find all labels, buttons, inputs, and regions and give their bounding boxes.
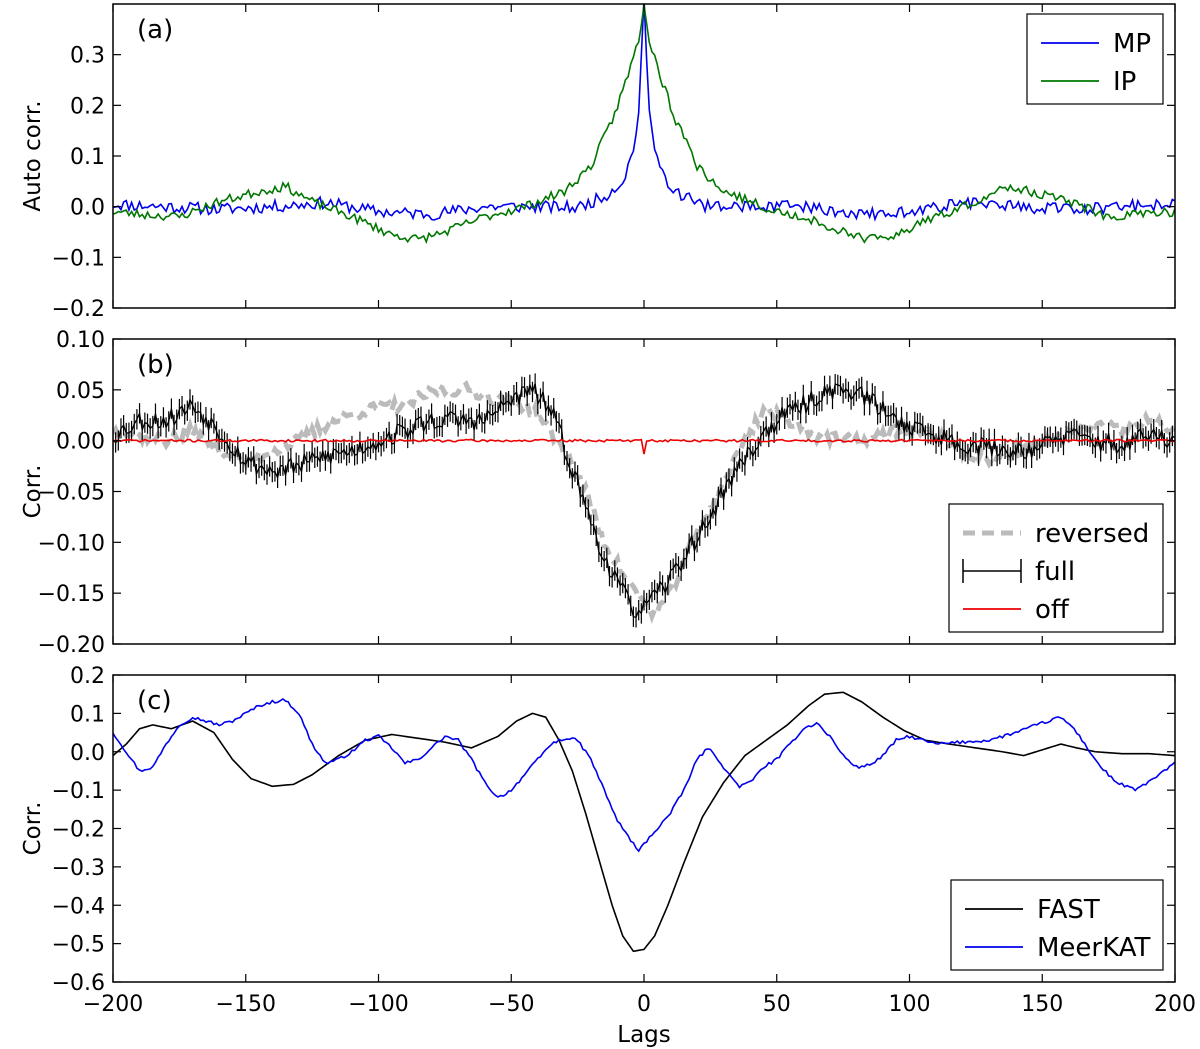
y-tick-label: 0.1 [70, 145, 105, 170]
legend-entry-reversed: reversed [963, 519, 1149, 549]
series-mp [113, 4, 1175, 222]
series-off [113, 438, 1175, 455]
x-tick-label: −100 [348, 992, 408, 1017]
legend-entry-meerkat: MeerKAT [965, 933, 1150, 963]
y-tick-label: 0.2 [70, 664, 105, 689]
y-axis-label: Corr. [20, 802, 46, 856]
series-fast [113, 691, 1175, 953]
legend-box [948, 503, 1164, 633]
panel-a: −0.2 −0.1 0.0 0.1 0.2 0.3 Auto corr. (a) MP IP [20, 3, 1176, 322]
legend: reversed full off [948, 503, 1164, 633]
x-tick-label: 200 [1154, 992, 1196, 1017]
panel-b: −0.20 −0.15 −0.10 −0.05 0.00 0.05 0.10 Corr. (b)… [20, 328, 1176, 658]
panel-label: (c) [137, 686, 172, 716]
legend-entry-mp: MP [1041, 29, 1151, 59]
y-tick-label: −0.15 [38, 582, 105, 607]
y-tick-label: −0.05 [38, 481, 105, 506]
x-tick-label: −200 [83, 992, 143, 1017]
y-tick-label: −0.2 [52, 818, 105, 843]
y-tick-label: −0.6 [52, 971, 105, 996]
axes-frame [112, 3, 1176, 309]
legend-label: FAST [1037, 895, 1100, 925]
plot-area [113, 691, 1175, 953]
y-tick-label: 0.0 [70, 741, 105, 766]
y-tick-label: 0.10 [56, 328, 105, 353]
legend-box [1026, 13, 1164, 105]
legend-label: IP [1113, 67, 1136, 97]
x-tick-label: 150 [1021, 992, 1063, 1017]
y-tick-label: 0.2 [70, 94, 105, 119]
legend-entry-ip: IP [1041, 67, 1136, 97]
legend-entry-fast: FAST [965, 895, 1100, 925]
y-tick-label: −0.2 [52, 297, 105, 322]
legend-entry-full: full [962, 557, 1075, 587]
legend-label: MeerKAT [1037, 933, 1150, 963]
x-tick-label: 0 [637, 992, 651, 1017]
legend-box [950, 879, 1164, 971]
y-tick-label: −0.4 [52, 894, 105, 919]
y-tick-label: 0.00 [56, 430, 105, 455]
series-meerkat [113, 697, 1175, 853]
y-axis-label: Corr. [20, 465, 46, 519]
y-tick-label: −0.20 [38, 633, 105, 658]
legend: MP IP [1026, 13, 1164, 105]
legend: FAST MeerKAT [950, 879, 1164, 971]
x-tick-label: 100 [889, 992, 931, 1017]
legend-label: full [1035, 557, 1075, 587]
y-axis-label: Auto corr. [20, 100, 46, 211]
y-tick-label: −0.3 [52, 856, 105, 881]
legend-entry-off: off [963, 595, 1070, 625]
y-tick-label: −0.1 [52, 246, 105, 271]
legend-label: MP [1113, 29, 1151, 59]
plot-area [113, 373, 1175, 628]
y-tick-label: 0.3 [70, 44, 105, 69]
plot-area [113, 4, 1175, 245]
y-tick-label: −0.1 [52, 779, 105, 804]
y-tick-label: 0.1 [70, 702, 105, 727]
y-tick-label: 0.0 [70, 196, 105, 221]
y-tick-label: 0.05 [56, 379, 105, 404]
x-tick-label: −150 [216, 992, 276, 1017]
panel-label: (a) [137, 15, 173, 45]
x-tick-label: −50 [488, 992, 534, 1017]
y-tick-label: −0.10 [38, 531, 105, 556]
series-full [113, 382, 1175, 619]
x-tick-label: 50 [763, 992, 791, 1017]
legend-label: reversed [1035, 519, 1149, 549]
panel-label: (b) [137, 350, 174, 380]
legend-label: off [1035, 595, 1070, 625]
x-axis-label: Lags [617, 1022, 671, 1048]
panel-c: −200 −150 −100 −50 0 50 100 150 200 −0.6 −0.5 −0.4 −… [20, 664, 1196, 1048]
y-tick-label: −0.5 [52, 933, 105, 958]
